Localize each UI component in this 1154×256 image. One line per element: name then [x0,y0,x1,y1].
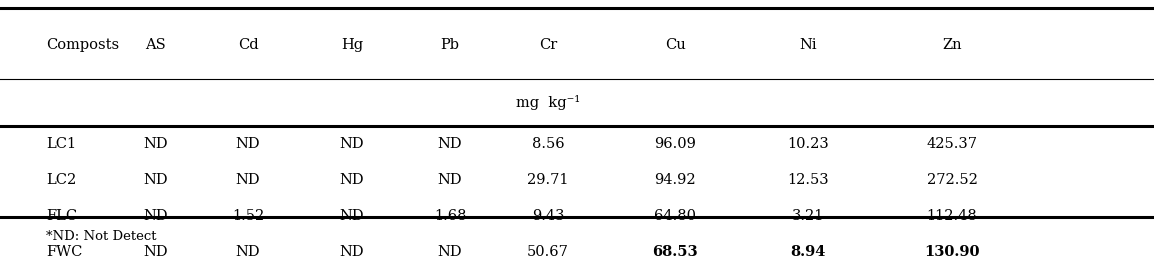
Text: 64.80: 64.80 [654,209,696,223]
Text: ND: ND [235,137,261,151]
Text: Pb: Pb [441,38,459,52]
Text: 9.43: 9.43 [532,209,564,223]
Text: 425.37: 425.37 [927,137,977,151]
Text: AS: AS [145,38,166,52]
Text: 3.21: 3.21 [792,209,824,223]
Text: ND: ND [143,209,168,223]
Text: LC1: LC1 [46,137,76,151]
Text: 130.90: 130.90 [924,245,980,256]
Text: 96.09: 96.09 [654,137,696,151]
Text: ND: ND [235,245,261,256]
Text: 68.53: 68.53 [652,245,698,256]
Text: ND: ND [143,173,168,187]
Text: 8.94: 8.94 [790,245,825,256]
Text: Cd: Cd [238,38,258,52]
Text: ND: ND [339,137,365,151]
Text: Ni: Ni [799,38,817,52]
Text: 8.56: 8.56 [532,137,564,151]
Text: ND: ND [437,173,463,187]
Text: 94.92: 94.92 [654,173,696,187]
Text: Hg: Hg [340,38,364,52]
Text: 50.67: 50.67 [527,245,569,256]
Text: 272.52: 272.52 [927,173,977,187]
Text: ND: ND [339,173,365,187]
Text: LC2: LC2 [46,173,76,187]
Text: ND: ND [339,209,365,223]
Text: 1.68: 1.68 [434,209,466,223]
Text: ND: ND [235,173,261,187]
Text: 12.53: 12.53 [787,173,829,187]
Text: ND: ND [437,245,463,256]
Text: ND: ND [143,137,168,151]
Text: Cu: Cu [665,38,685,52]
Text: 29.71: 29.71 [527,173,569,187]
Text: Zn: Zn [942,38,962,52]
Text: ND: ND [437,137,463,151]
Text: *ND: Not Detect: *ND: Not Detect [46,230,157,243]
Text: Composts: Composts [46,38,119,52]
Text: ND: ND [143,245,168,256]
Text: 1.52: 1.52 [232,209,264,223]
Text: 112.48: 112.48 [927,209,977,223]
Text: Cr: Cr [539,38,557,52]
Text: ND: ND [339,245,365,256]
Text: FLC: FLC [46,209,77,223]
Text: mg  kg⁻¹: mg kg⁻¹ [516,95,580,110]
Text: 10.23: 10.23 [787,137,829,151]
Text: FWC: FWC [46,245,83,256]
